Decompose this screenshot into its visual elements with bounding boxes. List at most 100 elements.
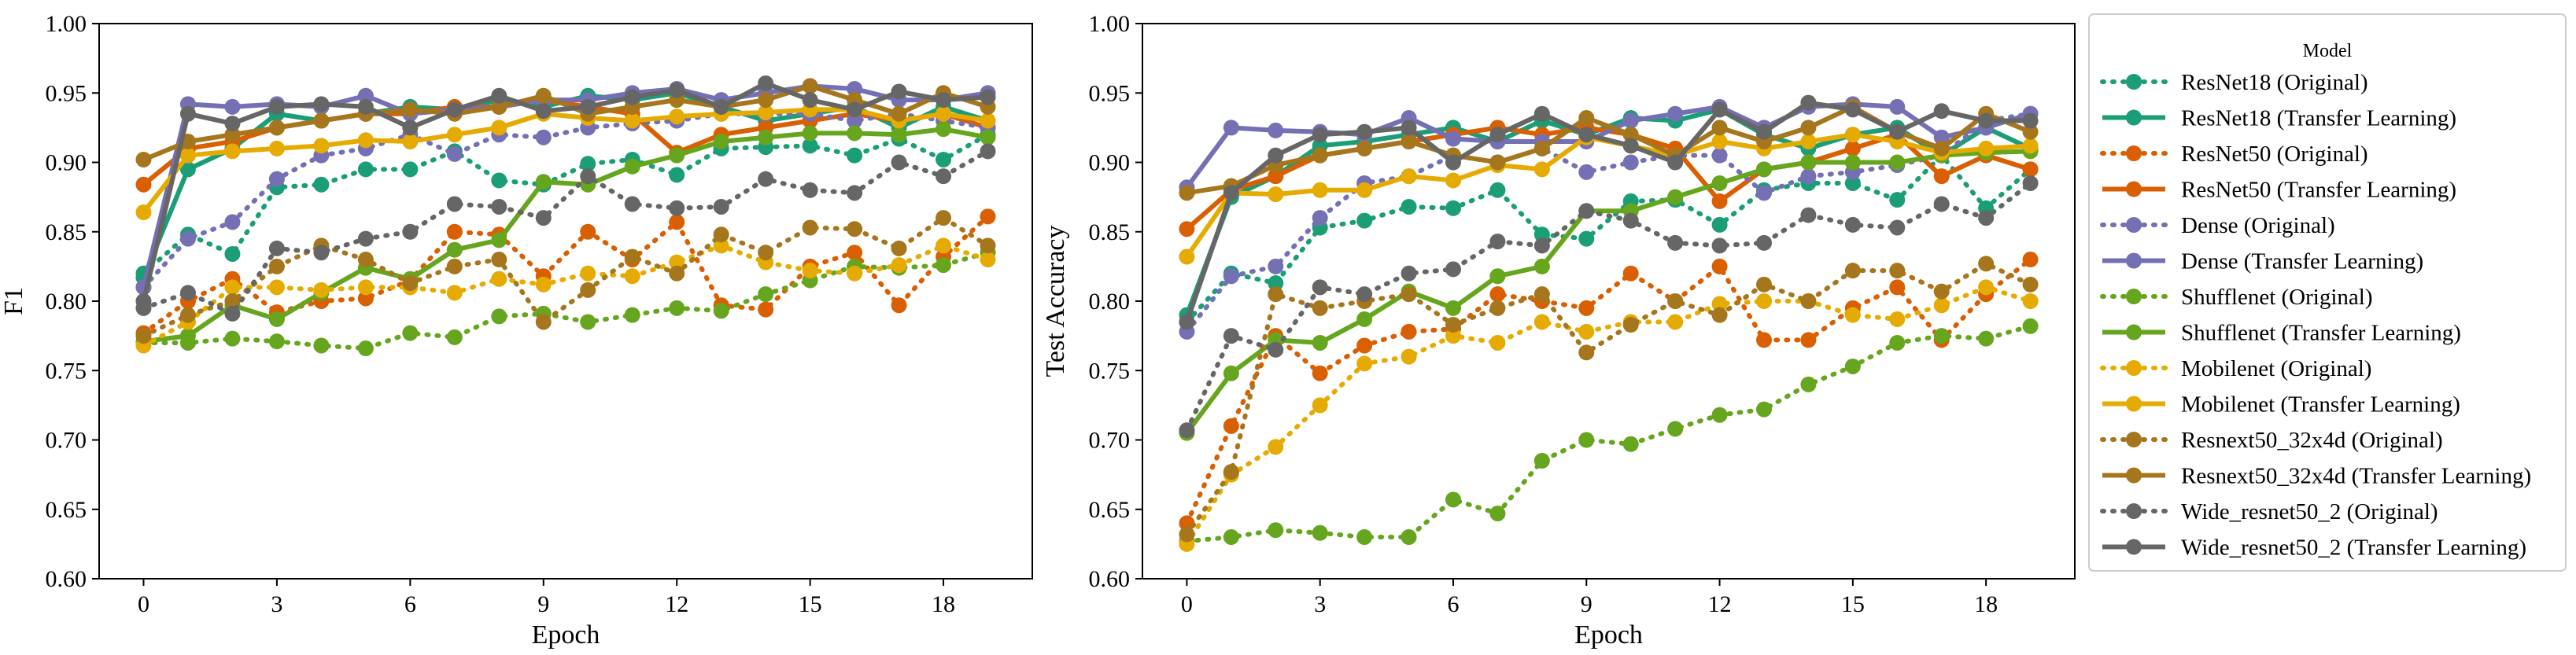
f1-data-point — [891, 240, 907, 256]
f1-data-point — [491, 270, 507, 287]
accuracy-data-point — [1179, 221, 1195, 237]
f1-series-wide-resnet50-2-original — [135, 143, 996, 322]
f1-data-point — [936, 168, 952, 185]
accuracy-data-point — [1978, 256, 1995, 272]
f1-data-point — [713, 98, 729, 115]
legend-entry-resnet50-transfer-learning: ResNet50 (Transfer Learning) — [2102, 178, 2456, 203]
accuracy-data-point — [1401, 348, 1417, 365]
accuracy-data-point — [1312, 300, 1328, 316]
accuracy-data-point — [1844, 154, 1861, 171]
f1-data-point — [491, 98, 507, 115]
f1-data-point — [980, 143, 996, 160]
legend-label: ResNet18 (Transfer Learning) — [2181, 106, 2456, 131]
accuracy-data-point — [1667, 189, 1684, 205]
f1-series-resnext50-32x4d-transfer-learning — [135, 78, 996, 167]
accuracy-data-point — [1445, 491, 1461, 508]
accuracy-data-point — [1889, 334, 1906, 351]
legend-marker — [2126, 181, 2142, 197]
f1-data-point — [980, 237, 996, 254]
accuracy-data-point — [1223, 120, 1239, 136]
accuracy-xtick-label: 18 — [1974, 591, 1998, 617]
accuracy-data-point — [1844, 127, 1861, 143]
f1-data-point — [669, 265, 685, 282]
accuracy-data-point — [1889, 98, 1906, 115]
accuracy-data-point — [1933, 129, 1950, 145]
f1-data-point — [669, 300, 685, 316]
accuracy-series-area — [1179, 94, 2039, 552]
f1-data-point — [357, 279, 374, 296]
f1-data-point — [624, 248, 640, 265]
legend-title: Model — [2303, 41, 2353, 61]
accuracy-data-point — [1356, 182, 1373, 198]
f1-data-point — [268, 120, 285, 136]
accuracy-data-point — [1844, 358, 1861, 374]
f1-data-point — [535, 276, 552, 293]
f1-data-point — [936, 257, 952, 274]
accuracy-data-point — [1844, 175, 1861, 191]
f1-data-point — [936, 151, 952, 167]
f1-data-point — [669, 167, 685, 183]
accuracy-data-point — [1401, 168, 1417, 185]
accuracy-xtick-label: 6 — [1448, 591, 1460, 617]
accuracy-data-point — [1401, 198, 1417, 215]
legend-marker — [2126, 74, 2142, 90]
legend-entry-resnet18-original: ResNet18 (Original) — [2100, 70, 2368, 95]
f1-data-point — [669, 147, 685, 164]
legend-marker — [2126, 360, 2142, 376]
accuracy-data-point — [1489, 154, 1506, 171]
f1-data-point — [980, 112, 996, 129]
f1-data-point — [224, 127, 241, 143]
f1-data-point — [802, 182, 818, 198]
f1-data-point — [179, 105, 196, 122]
accuracy-data-point — [1489, 234, 1506, 250]
f1-data-point — [713, 237, 729, 254]
accuracy-data-point — [1533, 140, 1550, 156]
f1-data-point — [357, 87, 374, 104]
f1-data-point — [446, 258, 463, 274]
f1-data-point — [446, 145, 463, 162]
accuracy-data-point — [1711, 296, 1728, 312]
f1-data-point — [446, 101, 463, 118]
f1-data-point — [713, 134, 729, 150]
accuracy-data-point — [1401, 529, 1417, 546]
f1-data-point — [268, 240, 285, 256]
accuracy-data-point — [1268, 186, 1284, 203]
f1-data-point — [224, 116, 241, 132]
accuracy-data-point — [1800, 293, 1817, 309]
f1-data-point — [446, 241, 463, 258]
accuracy-data-point — [1978, 112, 1995, 129]
f1-data-point — [313, 176, 330, 193]
accuracy-data-point — [1223, 268, 1239, 285]
f1-data-point — [847, 265, 863, 282]
accuracy-data-point — [1401, 134, 1417, 150]
f1-xtick-label: 18 — [932, 591, 955, 617]
accuracy-data-point — [1622, 138, 1639, 154]
f1-data-point — [179, 307, 196, 323]
legend-marker — [2126, 432, 2142, 447]
f1-data-point — [891, 127, 907, 143]
accuracy-data-point — [1401, 120, 1417, 136]
f1-data-point — [224, 245, 241, 262]
accuracy-ytick-label: 0.60 — [1089, 566, 1131, 592]
accuracy-data-point — [1489, 182, 1506, 198]
accuracy-data-point — [1312, 397, 1328, 414]
f1-data-point — [313, 96, 330, 112]
accuracy-data-point — [1800, 168, 1817, 185]
legend-marker — [2126, 289, 2142, 304]
f1-data-point — [535, 87, 552, 104]
f1-data-point — [936, 237, 952, 254]
legend: Model ResNet18 (Original) ResNet18 (Trans… — [2088, 13, 2567, 572]
accuracy-xtick-label: 0 — [1181, 591, 1193, 617]
f1-data-point — [802, 138, 818, 154]
f1-xtick-label: 12 — [665, 591, 688, 617]
accuracy-data-point — [1844, 307, 1861, 323]
f1-data-point — [179, 285, 196, 301]
accuracy-data-point — [1667, 105, 1684, 122]
f1-data-point — [802, 263, 818, 279]
legend-label: Shufflenet (Transfer Learning) — [2181, 321, 2461, 346]
accuracy-x-axis-label: Epoch — [1574, 620, 1643, 649]
legend-label: Mobilenet (Original) — [2181, 356, 2371, 381]
accuracy-data-point — [1533, 286, 1550, 303]
f1-data-point — [669, 200, 685, 216]
